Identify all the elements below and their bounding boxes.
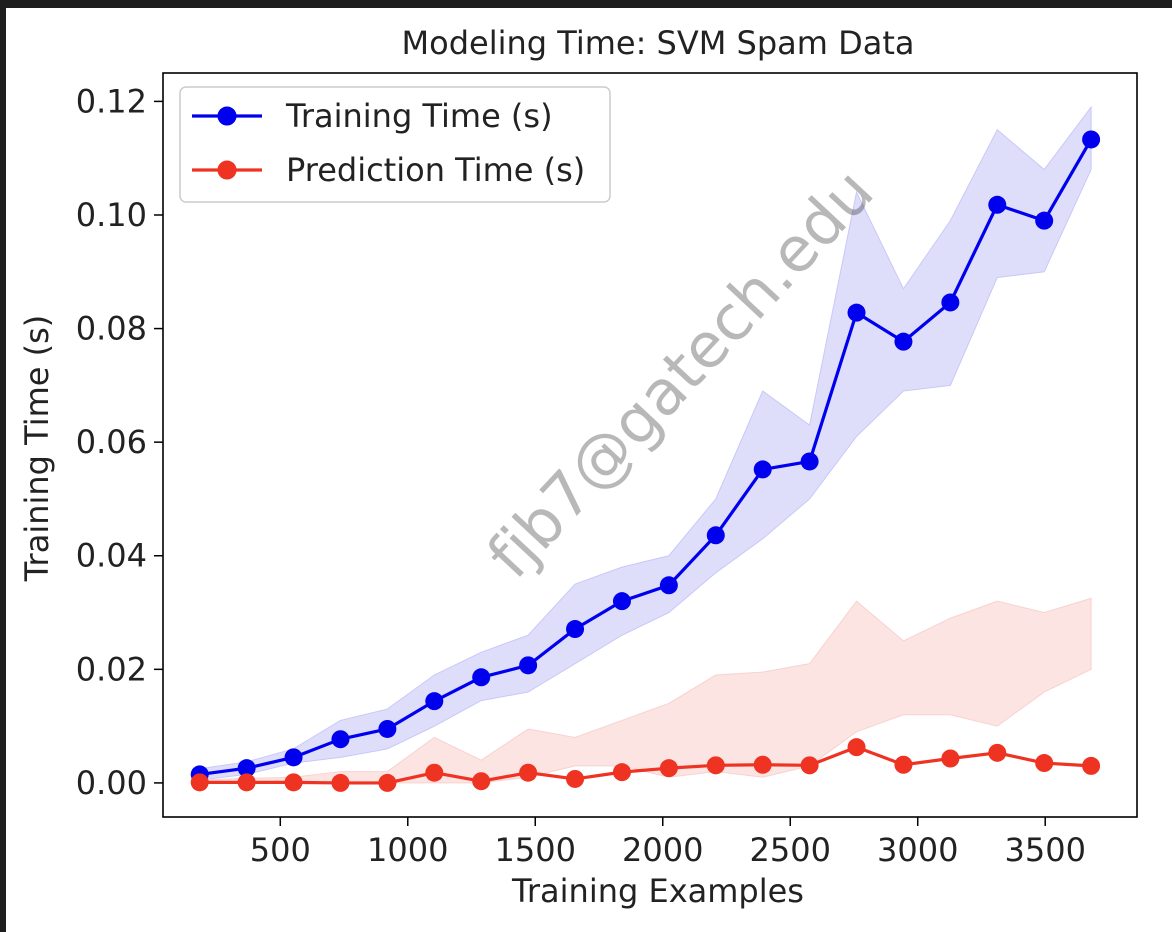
y-axis-ticks: 0.00 0.02 0.04 0.06 0.08 0.10 0.12 xyxy=(76,82,163,802)
point-prediction xyxy=(1035,754,1054,773)
x-axis-ticks: 500 1000 1500 2000 2500 3000 3500 xyxy=(250,817,1086,869)
plot-frame xyxy=(162,72,1138,818)
point-prediction xyxy=(566,769,585,788)
point-prediction xyxy=(612,763,631,782)
chart-svg: fjb7@gatech.edu 500 1000 1500 2000 2500 3000 3… xyxy=(18,24,1138,910)
x-tick-label: 1000 xyxy=(367,831,448,869)
series-points xyxy=(190,130,1101,792)
point-prediction xyxy=(894,755,913,774)
y-tick-label: 0.10 xyxy=(76,196,147,234)
point-training xyxy=(941,293,960,312)
y-tick-label: 0.00 xyxy=(76,764,147,802)
point-prediction xyxy=(847,738,866,757)
point-training xyxy=(331,730,350,749)
point-training xyxy=(472,668,491,687)
band-prediction xyxy=(199,597,1092,784)
point-prediction xyxy=(472,772,491,791)
point-training xyxy=(659,576,678,595)
point-training xyxy=(612,592,631,611)
point-training xyxy=(425,692,444,711)
y-tick-label: 0.04 xyxy=(76,537,147,575)
point-prediction xyxy=(237,773,256,792)
point-prediction xyxy=(331,773,350,792)
point-prediction xyxy=(941,749,960,768)
point-training xyxy=(753,460,772,479)
legend-label-training: Training Time (s) xyxy=(285,97,553,135)
x-tick-label: 3500 xyxy=(1004,831,1085,869)
y-axis-label: Training Time (s) xyxy=(18,315,56,583)
point-prediction xyxy=(425,763,444,782)
point-prediction xyxy=(378,773,397,792)
chart-figure: fjb7@gatech.edu 500 1000 1500 2000 2500 3000 3… xyxy=(6,8,1172,932)
y-tick-label: 0.02 xyxy=(76,650,147,688)
point-training xyxy=(847,303,866,322)
point-training xyxy=(988,195,1007,214)
band-training xyxy=(199,105,1092,781)
point-training xyxy=(284,748,303,767)
x-tick-label: 3000 xyxy=(877,831,958,869)
point-prediction xyxy=(706,756,725,775)
point-training xyxy=(566,620,585,639)
point-training xyxy=(706,526,725,545)
point-training xyxy=(378,719,397,738)
legend-marker-prediction xyxy=(217,160,237,180)
y-tick-label: 0.08 xyxy=(76,310,147,348)
point-prediction xyxy=(659,759,678,778)
x-tick-label: 1500 xyxy=(495,831,576,869)
legend-box xyxy=(179,86,611,203)
point-prediction xyxy=(519,763,538,782)
chart-title: Modeling Time: SVM Spam Data xyxy=(402,24,915,62)
x-tick-label: 2000 xyxy=(622,831,703,869)
point-training xyxy=(894,332,913,351)
point-training xyxy=(800,452,819,471)
point-prediction xyxy=(800,756,819,775)
point-prediction xyxy=(190,773,209,792)
point-training xyxy=(1035,211,1054,230)
point-prediction xyxy=(988,743,1007,762)
x-tick-label: 500 xyxy=(250,831,311,869)
point-training xyxy=(519,656,538,675)
y-tick-label: 0.12 xyxy=(76,82,147,120)
legend-label-prediction: Prediction Time (s) xyxy=(286,151,585,189)
point-training xyxy=(1082,130,1101,149)
point-training xyxy=(237,759,256,778)
y-tick-label: 0.06 xyxy=(76,423,147,461)
legend-marker-training xyxy=(217,106,237,126)
legend: Training Time (s) Prediction Time (s) xyxy=(179,86,611,203)
point-prediction xyxy=(753,755,772,774)
point-prediction xyxy=(284,773,303,792)
x-tick-label: 2500 xyxy=(750,831,831,869)
x-axis-label: Training Examples xyxy=(511,872,804,910)
confidence-bands xyxy=(199,105,1092,784)
point-prediction xyxy=(1082,756,1101,775)
